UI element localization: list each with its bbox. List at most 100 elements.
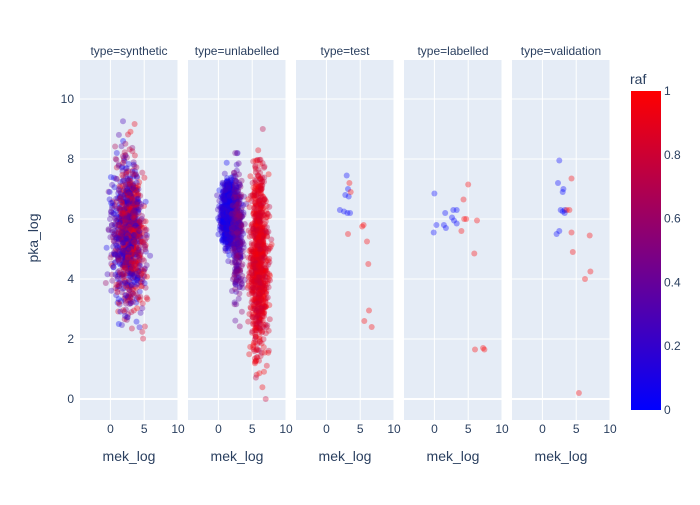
data-point: [125, 260, 131, 267]
data-point: [122, 191, 129, 198]
data-point: [130, 203, 137, 210]
data-point: [125, 203, 132, 209]
data-point: [108, 200, 115, 206]
data-point: [127, 214, 134, 221]
data-point: [130, 243, 137, 250]
data-point: [116, 195, 123, 202]
data-point: [120, 274, 127, 281]
x-tick-label: 5: [141, 422, 148, 436]
data-point: [136, 268, 143, 275]
data-point: [126, 272, 133, 279]
data-point: [118, 206, 124, 213]
data-point: [132, 251, 139, 258]
data-point: [133, 277, 140, 283]
data-point: [123, 272, 130, 279]
data-point: [111, 221, 118, 228]
data-point: [126, 237, 133, 244]
data-point: [114, 253, 121, 260]
data-point: [132, 213, 139, 220]
data-point: [118, 193, 125, 200]
data-point: [142, 227, 149, 234]
data-point: [134, 259, 141, 266]
data-point: [114, 226, 121, 233]
data-point: [135, 250, 142, 256]
data-point: [126, 238, 133, 245]
x-tick-label: 10: [495, 422, 509, 436]
data-point: [130, 232, 137, 239]
data-point: [140, 335, 147, 342]
data-point: [110, 238, 117, 244]
data-point: [120, 257, 126, 264]
data-point: [135, 209, 142, 216]
data-point: [129, 182, 136, 189]
data-point: [123, 214, 130, 221]
data-point: [113, 223, 120, 230]
data-point: [139, 256, 146, 263]
data-point: [134, 305, 141, 312]
data-point: [587, 268, 594, 275]
data-point: [125, 201, 132, 208]
colorbar-title: raf: [630, 71, 646, 87]
data-point: [127, 187, 134, 194]
data-point: [135, 247, 142, 253]
data-point: [138, 279, 145, 286]
data-point: [115, 162, 122, 169]
data-point: [258, 224, 265, 231]
data-point: [127, 175, 134, 182]
x-tick-label: 0: [215, 422, 222, 436]
data-point: [118, 231, 125, 238]
data-point: [121, 308, 128, 315]
data-point: [131, 239, 138, 246]
data-point: [347, 189, 354, 195]
data-point: [135, 268, 142, 275]
data-point: [141, 174, 148, 181]
data-point: [130, 216, 136, 223]
data-point: [132, 234, 139, 241]
data-point: [128, 200, 134, 207]
data-point: [134, 216, 141, 223]
data-point: [117, 308, 124, 315]
data-point: [129, 262, 136, 269]
data-point: [137, 239, 144, 246]
data-point: [128, 211, 135, 218]
data-point: [130, 265, 137, 272]
data-point: [135, 206, 142, 213]
data-point: [141, 224, 148, 231]
data-point: [107, 216, 113, 222]
data-point: [132, 266, 139, 273]
data-point: [472, 346, 478, 353]
data-point: [108, 209, 115, 216]
data-point: [128, 237, 135, 244]
data-point: [104, 271, 111, 278]
data-point: [129, 223, 136, 230]
data-point: [119, 225, 126, 232]
data-point: [135, 204, 142, 211]
data-point: [132, 258, 139, 265]
data-point: [128, 249, 135, 256]
data-point: [120, 285, 127, 292]
data-point: [130, 240, 137, 247]
data-point: [132, 248, 139, 255]
data-point: [147, 252, 154, 259]
data-point: [120, 307, 127, 314]
data-point: [129, 244, 136, 251]
data-point: [138, 216, 145, 222]
data-point: [129, 220, 136, 227]
data-point: [126, 301, 133, 307]
y-tick-label: 6: [67, 212, 74, 226]
data-point: [111, 174, 117, 181]
data-point: [134, 192, 141, 199]
data-point: [125, 268, 132, 275]
data-point: [131, 204, 138, 211]
x-tick-label: 5: [249, 422, 256, 436]
data-point: [122, 229, 129, 236]
data-point: [130, 198, 136, 205]
data-point: [130, 186, 137, 193]
data-point: [120, 199, 126, 206]
data-point: [131, 229, 138, 235]
data-point: [232, 150, 239, 156]
data-point: [131, 222, 138, 229]
data-point: [117, 218, 124, 225]
data-point: [116, 222, 123, 229]
data-point: [125, 168, 131, 175]
